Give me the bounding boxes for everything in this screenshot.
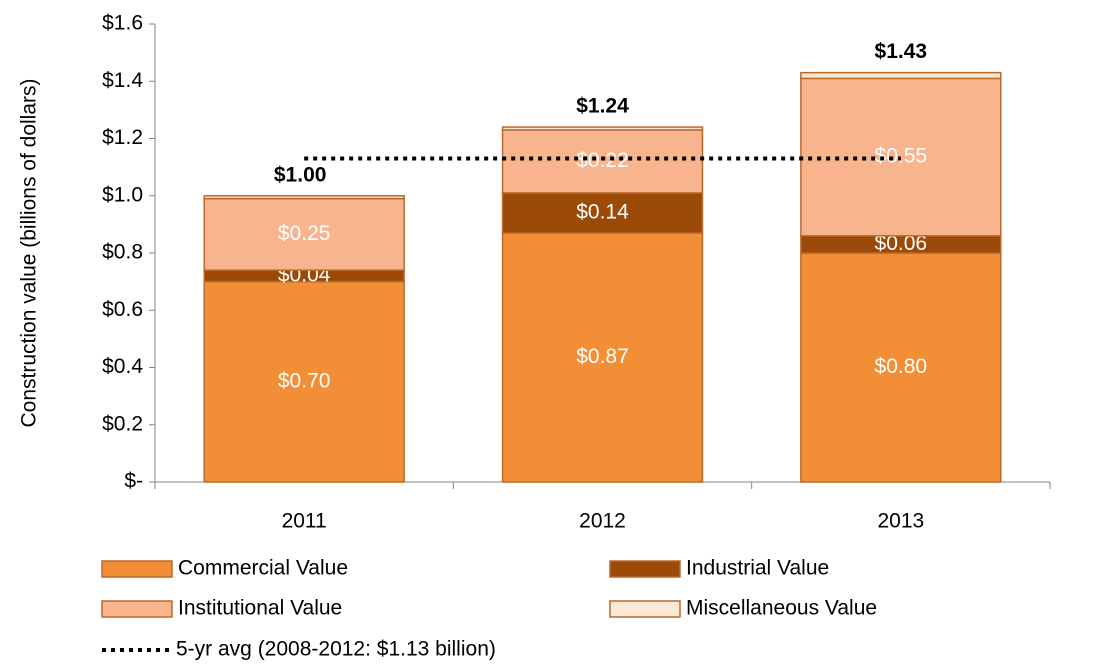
- bar-segment: [501, 192, 704, 234]
- y-tick-label: $1.0: [102, 183, 143, 206]
- y-tick-label: $1.4: [102, 69, 143, 92]
- legend-swatch: [609, 560, 681, 578]
- legend-label: Commercial Value: [178, 557, 348, 580]
- legend-label: Industrial Value: [686, 557, 829, 580]
- y-tick-label: $-: [124, 470, 143, 493]
- total-label: $1.00: [274, 163, 327, 186]
- bar-segment: [501, 232, 704, 483]
- value-label: $0.25: [278, 222, 331, 245]
- legend-swatch: [101, 600, 173, 618]
- y-tick-label: $0.4: [102, 355, 143, 378]
- bar-segment: [800, 77, 1002, 237]
- legend-label: Institutional Value: [178, 597, 342, 620]
- bar-segment: [800, 252, 1002, 483]
- y-axis-title: Construction value (billions of dollars): [18, 79, 41, 428]
- legend-label: 5-yr avg (2008-2012: $1.13 billion): [176, 638, 496, 661]
- legend-label: Miscellaneous Value: [686, 597, 877, 620]
- value-label: $0.80: [875, 355, 928, 378]
- value-label: $0.87: [576, 345, 629, 368]
- x-tick-label: 2012: [579, 510, 626, 533]
- value-label: $0.70: [278, 369, 331, 392]
- x-tick-label: 2013: [877, 510, 924, 533]
- total-label: $1.24: [576, 95, 629, 118]
- y-tick-label: $1.6: [102, 12, 143, 35]
- bar-segment: [501, 129, 704, 194]
- y-tick-label: $1.2: [102, 126, 143, 149]
- total-label: $1.43: [875, 40, 928, 63]
- legend-swatch: [101, 560, 173, 578]
- bar-segment: [203, 280, 405, 483]
- y-tick-label: $0.6: [102, 298, 143, 321]
- x-tick-label: 2011: [282, 510, 327, 533]
- bar-segment: [800, 71, 1002, 80]
- bar-segment: [501, 126, 704, 131]
- y-tick-label: $0.8: [102, 241, 143, 264]
- value-label: $0.55: [875, 145, 928, 168]
- y-tick-label: $0.2: [102, 412, 143, 435]
- bar-segment: [203, 195, 405, 200]
- value-label: $0.14: [576, 200, 629, 223]
- legend-swatch: [609, 600, 681, 618]
- value-label: $0.06: [875, 232, 928, 255]
- bar-segment: [203, 197, 405, 271]
